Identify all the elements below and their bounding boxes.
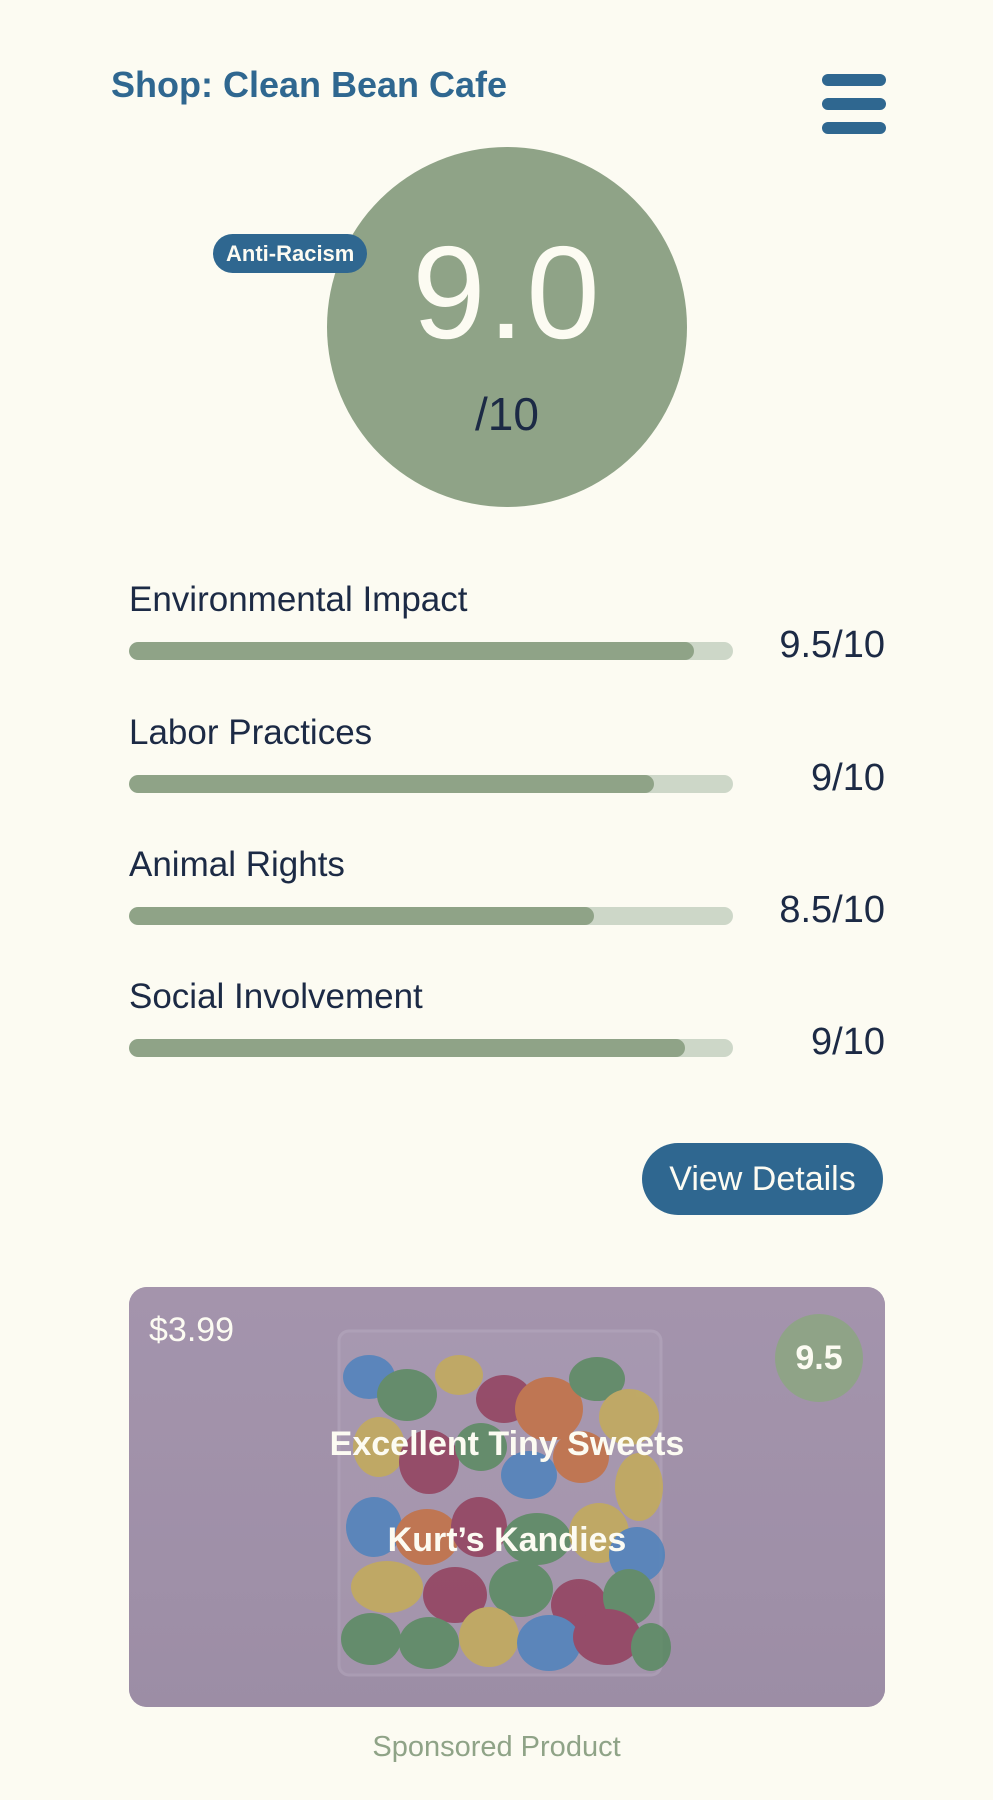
overall-score-value: 9.0 — [412, 219, 602, 366]
metric-value: 9/10 — [811, 1021, 885, 1063]
product-price: $3.99 — [149, 1311, 235, 1349]
hamburger-menu-icon[interactable] — [822, 74, 886, 136]
metric-bar-fill — [129, 775, 655, 793]
metric-value: 9.5/10 — [779, 624, 885, 666]
sponsored-product-label: Sponsored Product — [372, 1731, 621, 1763]
metric-bar-fill — [129, 907, 595, 925]
anti-racism-badge: Anti-Racism — [213, 234, 368, 273]
view-details-button[interactable]: View Details — [642, 1143, 883, 1215]
overall-score-denominator: /10 — [475, 388, 539, 440]
candy-jar-image — [129, 1287, 885, 1707]
metric-bar-track — [129, 1039, 733, 1057]
metric-animal-rights: Animal Rights 8.5/10 — [129, 845, 889, 935]
metric-social-involvement: Social Involvement 9/10 — [129, 977, 889, 1067]
metric-bar-track — [129, 907, 733, 925]
metric-environmental-impact: Environmental Impact 9.5/10 — [129, 580, 889, 670]
metric-bar-fill — [129, 1039, 685, 1057]
metric-labor-practices: Labor Practices 9/10 — [129, 713, 889, 803]
metric-bar-track — [129, 642, 733, 660]
shop-title: Shop: Clean Bean Cafe — [111, 64, 508, 105]
metric-label: Animal Rights — [129, 845, 345, 884]
menu-line — [822, 98, 886, 110]
metric-label: Social Involvement — [129, 977, 423, 1016]
metric-bar-track — [129, 775, 733, 793]
overall-score-circle: 9.0 /10 — [327, 147, 687, 507]
metric-label: Environmental Impact — [129, 580, 468, 619]
metric-label: Labor Practices — [129, 713, 373, 752]
product-score-badge: 9.5 — [775, 1314, 863, 1402]
metric-value: 8.5/10 — [779, 889, 885, 931]
menu-line — [822, 74, 886, 86]
metric-value: 9/10 — [811, 757, 885, 799]
menu-line — [822, 122, 886, 134]
product-brand: Kurt’s Kandies — [387, 1521, 627, 1559]
metric-bar-fill — [129, 642, 694, 660]
product-name: Excellent Tiny Sweets — [329, 1425, 685, 1463]
sponsored-product-card[interactable]: $3.99 9.5 Excellent Tiny Sweets Kurt’s K… — [129, 1287, 885, 1707]
